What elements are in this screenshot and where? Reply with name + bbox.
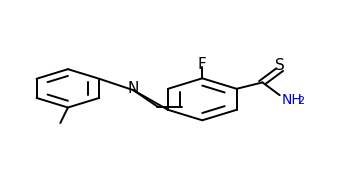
Text: F: F	[198, 57, 207, 72]
Text: NH: NH	[281, 93, 302, 107]
Text: S: S	[275, 58, 284, 72]
Text: N: N	[128, 81, 139, 96]
Text: 2: 2	[298, 96, 305, 106]
